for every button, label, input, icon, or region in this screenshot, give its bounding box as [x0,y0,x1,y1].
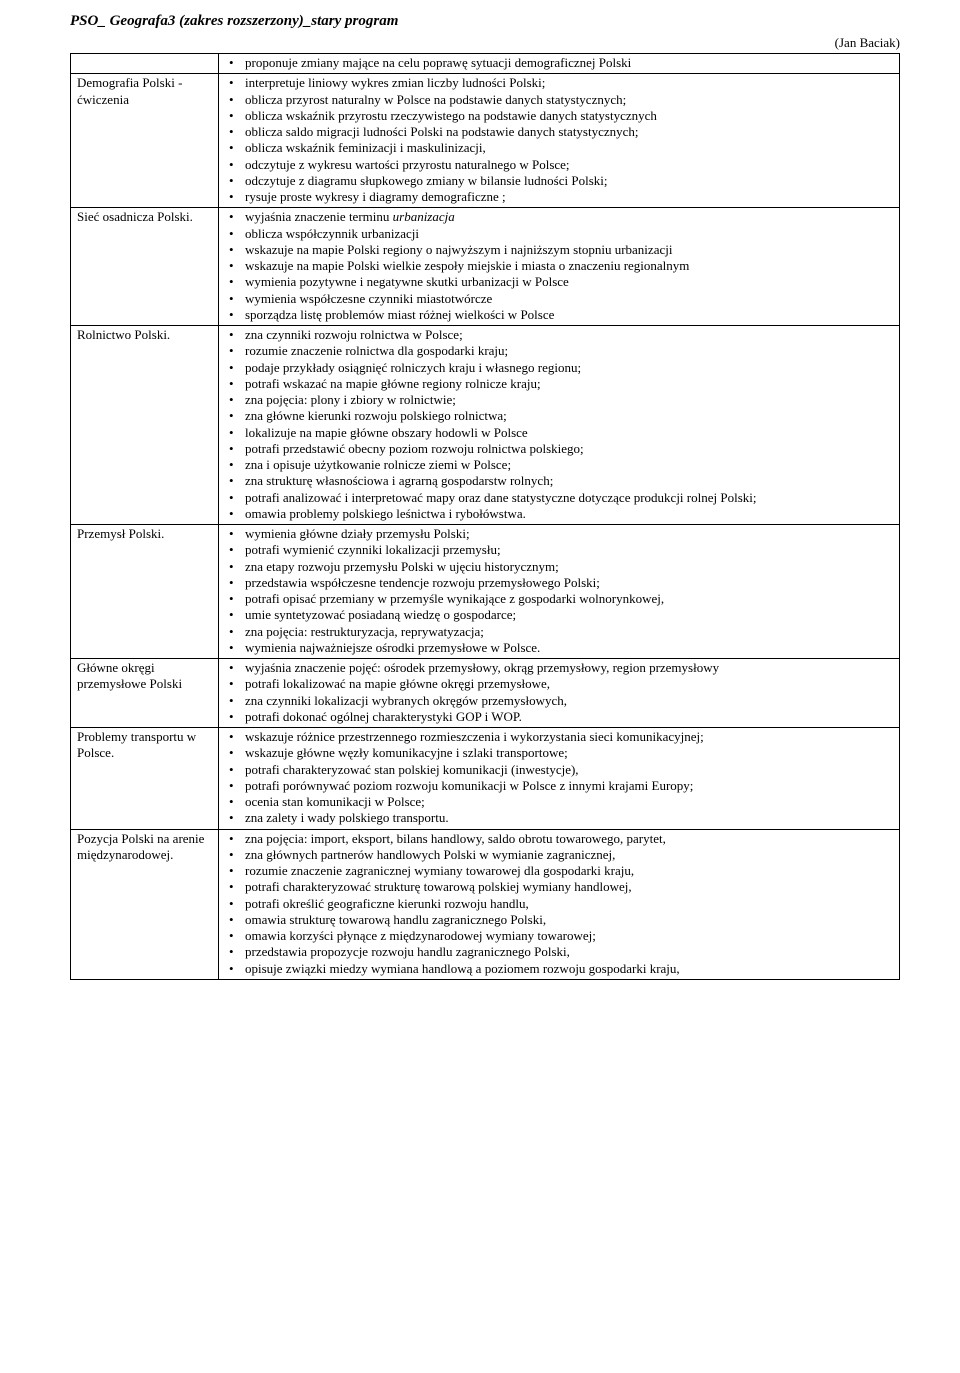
list-item: wyjaśnia znaczenie pojęć: ośrodek przemy… [243,660,893,676]
bullet-list: zna czynniki rozwoju rolnictwa w Polsce;… [225,327,893,522]
list-item: oblicza współczynnik urbanizacji [243,226,893,242]
bullet-list: wyjaśnia znaczenie pojęć: ośrodek przemy… [225,660,893,725]
list-item: zna etapy rozwoju przemysłu Polski w uję… [243,559,893,575]
row-content: wymienia główne działy przemysłu Polski;… [219,525,900,659]
table-row: Rolnictwo Polski. zna czynniki rozwoju r… [71,326,900,525]
list-item: umie syntetyzować posiadaną wiedzę o gos… [243,607,893,623]
list-item: interpretuje liniowy wykres zmian liczby… [243,75,893,91]
row-content: zna czynniki rozwoju rolnictwa w Polsce;… [219,326,900,525]
list-item: potrafi porównywać poziom rozwoju komuni… [243,778,893,794]
list-item: wyjaśnia znaczenie terminu urbanizacja [243,209,893,225]
list-item: oblicza saldo migracji ludności Polski n… [243,124,893,140]
list-item: omawia problemy polskiego leśnictwa i ry… [243,506,893,522]
row-content: wskazuje różnice przestrzennego rozmiesz… [219,728,900,830]
list-item: potrafi charakteryzować strukturę towaro… [243,879,893,895]
list-item: wymienia pozytywne i negatywne skutki ur… [243,274,893,290]
document-page: PSO_ Geografa3 (zakres rozszerzony)_star… [0,0,960,1000]
title-prefix: PSO_ Geografa3 [70,13,179,29]
bullet-list: wymienia główne działy przemysłu Polski;… [225,526,893,656]
list-item: zna strukturę własnościowa i agrarną gos… [243,473,893,489]
table-row: Przemysł Polski.wymienia główne działy p… [71,525,900,659]
row-content: interpretuje liniowy wykres zmian liczby… [219,74,900,208]
list-item: potrafi analizować i interpretować mapy … [243,490,893,506]
bullet-list: wskazuje różnice przestrzennego rozmiesz… [225,729,893,827]
row-title: Przemysł Polski. [71,525,219,659]
list-item-text: wyjaśnia znaczenie terminu [245,209,393,224]
row-content: wyjaśnia znaczenie terminu urbanizacjaob… [219,208,900,326]
bullet-list: proponuje zmiany mające na celu poprawę … [225,55,893,71]
row-title: Pozycja Polski na arenie międzynarodowej… [71,829,219,979]
list-item: potrafi wymienić czynniki lokalizacji pr… [243,542,893,558]
table-row: Problemy transportu w Polsce. wskazuje ró… [71,728,900,830]
list-item: odczytuje z wykresu wartości przyrostu n… [243,157,893,173]
list-item-em: urbanizacja [393,209,455,224]
row-title [71,54,219,74]
content-table: proponuje zmiany mające na celu poprawę … [70,53,900,980]
row-title: Problemy transportu w Polsce. [71,728,219,830]
list-item: podaje przykłady osiągnięć rolniczych kr… [243,360,893,376]
list-item: oblicza przyrost naturalny w Polsce na p… [243,92,893,108]
list-item: zna i opisuje użytkowanie rolnicze ziemi… [243,457,893,473]
list-item: oblicza wskaźnik feminizacji i maskulini… [243,140,893,156]
list-item: lokalizuje na mapie główne obszary hodow… [243,425,893,441]
list-item: potrafi opisać przemiany w przemyśle wyn… [243,591,893,607]
list-item: zna zalety i wady polskiego transportu. [243,810,893,826]
table-row: proponuje zmiany mające na celu poprawę … [71,54,900,74]
list-item: potrafi charakteryzować stan polskiej ko… [243,762,893,778]
list-item: wskazuje różnice przestrzennego rozmiesz… [243,729,893,745]
list-item: wymienia najważniejsze ośrodki przemysło… [243,640,893,656]
row-content: proponuje zmiany mające na celu poprawę … [219,54,900,74]
row-title: Sieć osadnicza Polski. [71,208,219,326]
page-title: PSO_ Geografa3 (zakres rozszerzony)_star… [70,12,900,31]
list-item: potrafi przedstawić obecny poziom rozwoj… [243,441,893,457]
row-content: zna pojęcia: import, eksport, bilans han… [219,829,900,979]
list-item: zna głównych partnerów handlowych Polski… [243,847,893,863]
bullet-list: zna pojęcia: import, eksport, bilans han… [225,831,893,977]
row-title: Demografia Polski - ćwiczenia [71,74,219,208]
list-item: wymienia współczesne czynniki miastotwór… [243,291,893,307]
list-item: wskazuje główne węzły komunikacyjne i sz… [243,745,893,761]
bullet-list: wyjaśnia znaczenie terminu urbanizacjaob… [225,209,893,323]
list-item: przedstawia współczesne tendencje rozwoj… [243,575,893,591]
list-item: zna pojęcia: restrukturyzacja, reprywaty… [243,624,893,640]
list-item: wskazuje na mapie Polski wielkie zespoły… [243,258,893,274]
list-item: potrafi lokalizować na mapie główne okrę… [243,676,893,692]
table-row: Sieć osadnicza Polski.wyjaśnia znaczenie… [71,208,900,326]
list-item: rozumie znaczenie zagranicznej wymiany t… [243,863,893,879]
author-line: (Jan Baciak) [70,35,900,51]
title-emphasis: (zakres rozszerzony)_stary program [179,13,398,29]
list-item: omawia strukturę towarową handlu zagrani… [243,912,893,928]
bullet-list: interpretuje liniowy wykres zmian liczby… [225,75,893,205]
list-item: potrafi określić geograficzne kierunki r… [243,896,893,912]
list-item: zna czynniki rozwoju rolnictwa w Polsce; [243,327,893,343]
row-content: wyjaśnia znaczenie pojęć: ośrodek przemy… [219,659,900,728]
list-item: potrafi dokonać ogólnej charakterystyki … [243,709,893,725]
list-item: zna pojęcia: plony i zbiory w rolnictwie… [243,392,893,408]
table-row: Demografia Polski - ćwiczenia interpretuj… [71,74,900,208]
table-row: Główne okręgi przemysłowe Polski wyjaśnia… [71,659,900,728]
list-item: opisuje związki miedzy wymiana handlową … [243,961,893,977]
list-item: wskazuje na mapie Polski regiony o najwy… [243,242,893,258]
list-item: sporządza listę problemów miast różnej w… [243,307,893,323]
table-row: Pozycja Polski na arenie międzynarodowej… [71,829,900,979]
list-item: zna czynniki lokalizacji wybranych okręg… [243,693,893,709]
list-item: odczytuje z diagramu słupkowego zmiany w… [243,173,893,189]
list-item: proponuje zmiany mające na celu poprawę … [243,55,893,71]
list-item: zna główne kierunki rozwoju polskiego ro… [243,408,893,424]
row-title: Rolnictwo Polski. [71,326,219,525]
list-item: ocenia stan komunikacji w Polsce; [243,794,893,810]
list-item: przedstawia propozycje rozwoju handlu za… [243,944,893,960]
list-item: potrafi wskazać na mapie główne regiony … [243,376,893,392]
row-title: Główne okręgi przemysłowe Polski [71,659,219,728]
list-item: oblicza wskaźnik przyrostu rzeczywistego… [243,108,893,124]
list-item: rozumie znaczenie rolnictwa dla gospodar… [243,343,893,359]
list-item: rysuje proste wykresy i diagramy demogra… [243,189,893,205]
list-item: wymienia główne działy przemysłu Polski; [243,526,893,542]
list-item: zna pojęcia: import, eksport, bilans han… [243,831,893,847]
list-item: omawia korzyści płynące z międzynarodowe… [243,928,893,944]
